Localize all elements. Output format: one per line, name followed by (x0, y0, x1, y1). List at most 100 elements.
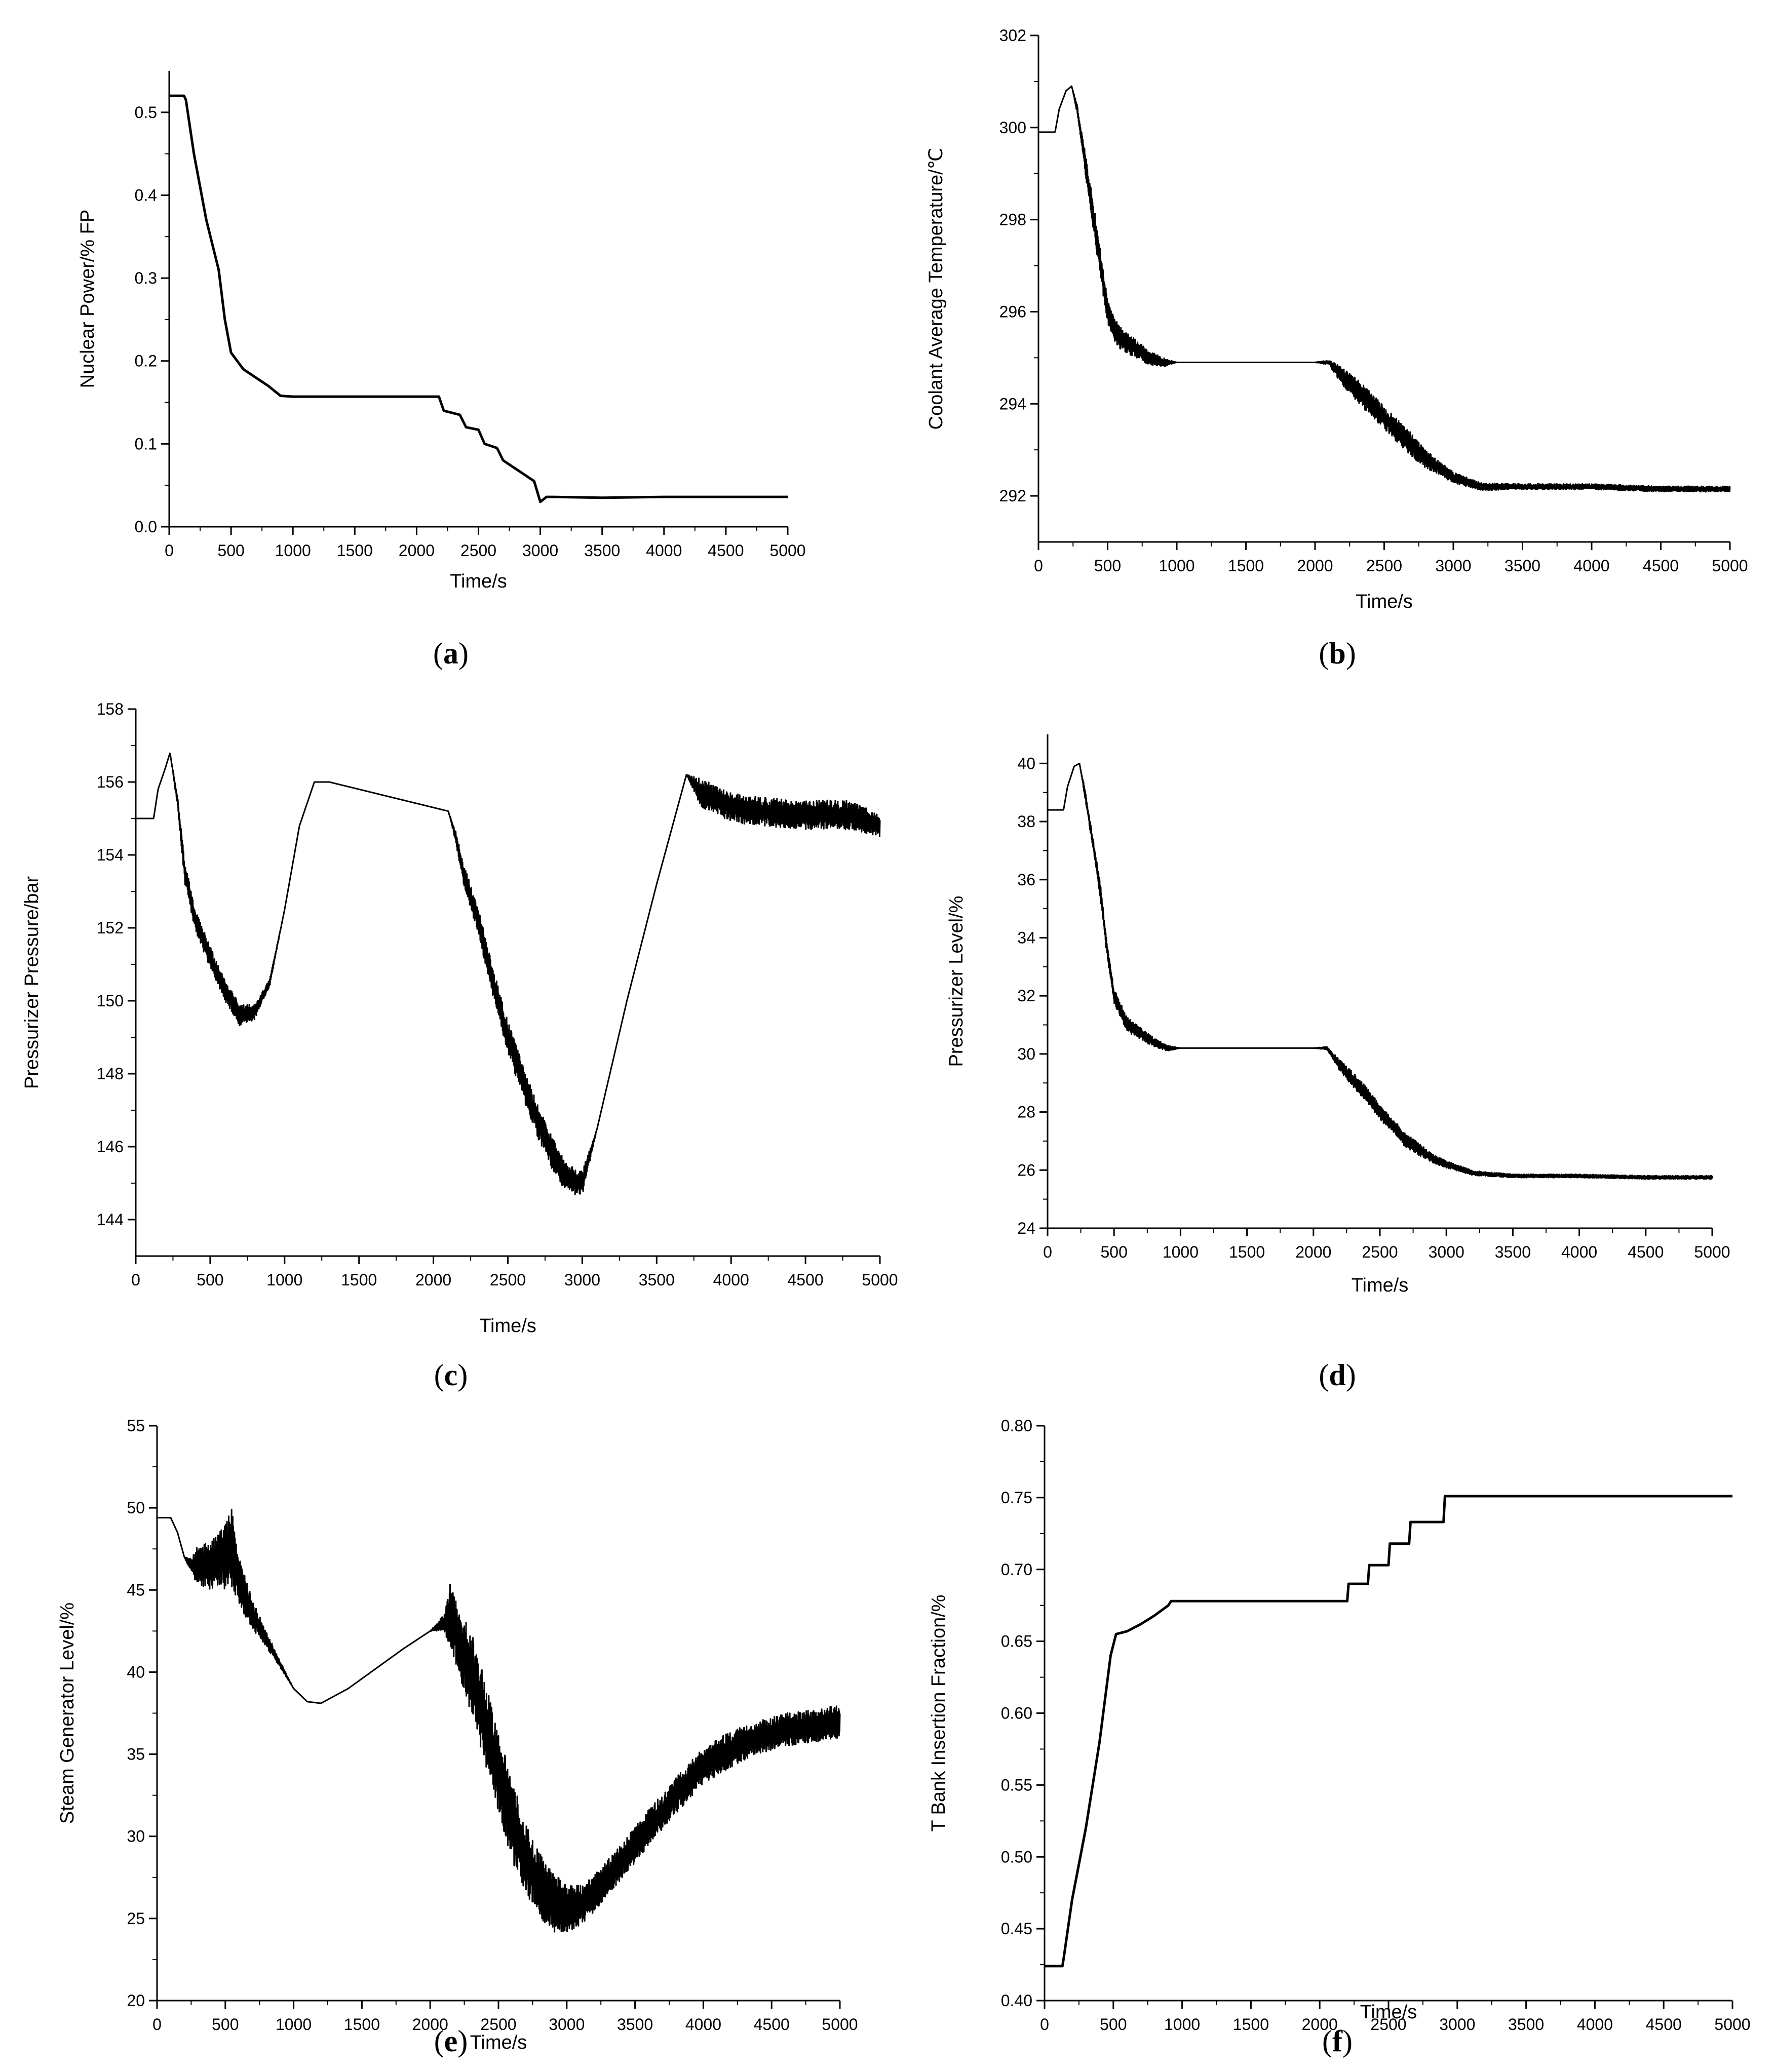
x-tick-label: 4500 (754, 2015, 790, 2034)
panel-f: 0 500 1000 1500 2000 2500 3000 3500 4000 4500 5000… (928, 1417, 1751, 2058)
y-tick-label: 0.55 (1001, 1776, 1032, 1794)
y-tick-label: 35 (127, 1745, 145, 1764)
x-tick-label: 1500 (341, 1271, 377, 1289)
y-tick-label: 0.0 (135, 518, 157, 536)
x-axis-title: Time/s (450, 571, 507, 592)
x-tick-label: 3000 (549, 2015, 585, 2034)
x-tick-label: 2500 (490, 1271, 526, 1289)
y-axis-title: Pressurizer Level/% (946, 896, 967, 1067)
y-tick-label: 50 (127, 1499, 145, 1517)
y-tick-label: 150 (97, 992, 124, 1010)
x-tick-label: 1500 (1228, 557, 1264, 575)
y-tick-label: 34 (1017, 928, 1035, 947)
x-tick-label: 1000 (1164, 2015, 1200, 2034)
y-tick-label: 0.75 (1001, 1489, 1032, 1507)
y-tick-label: 0.45 (1001, 1920, 1032, 1938)
y-tick-label: 0.60 (1001, 1704, 1032, 1723)
x-tick-label: 0 (1040, 2015, 1049, 2034)
y-tick-label: 55 (127, 1417, 145, 1435)
panel-a: 0 500 1000 1500 2000 2500 3000 3500 4000 4500 5000… (77, 71, 806, 670)
x-tick-label: 500 (217, 541, 244, 560)
x-tick-label: 2000 (1297, 557, 1333, 575)
x-tick-label: 5000 (1714, 2015, 1750, 2034)
series-line-steam-generator-level (157, 1508, 841, 1933)
y-tick-label: 40 (1017, 754, 1035, 772)
x-tick-label: 2500 (480, 2015, 516, 2034)
x-tick-label: 4000 (713, 1271, 749, 1289)
x-tick-label: 3000 (1429, 1243, 1464, 1261)
y-tick-label: 144 (97, 1210, 124, 1229)
x-tick-label: 3000 (1435, 557, 1471, 575)
panel-caption: (d) (1319, 1358, 1356, 1392)
y-tick-label: 0.80 (1001, 1417, 1032, 1435)
x-tick-label: 500 (212, 2015, 239, 2034)
x-tick-label: 1500 (1233, 2015, 1269, 2034)
y-axis-title: Coolant Average Temperature/℃ (925, 148, 947, 430)
y-tick-label: 45 (127, 1581, 145, 1599)
x-tick-label: 500 (1100, 2015, 1127, 2034)
x-tick-label: 0 (165, 541, 174, 560)
panel-c: 0 500 1000 1500 2000 2500 3000 3500 4000 4500 5000… (21, 700, 898, 1392)
series-line-pressurizer-pressure (135, 752, 881, 1195)
y-tick-label: 38 (1017, 812, 1035, 831)
y-tick-label: 0.3 (135, 269, 157, 287)
panel-caption: (b) (1319, 637, 1356, 670)
y-tick-label: 0.40 (1001, 1991, 1032, 2010)
x-tick-label: 1000 (1163, 1243, 1199, 1261)
panel-e: 0 500 1000 1500 2000 2500 3000 3500 4000 4500 5000… (57, 1417, 858, 2058)
x-tick-label: 2000 (415, 1271, 451, 1289)
x-tick-label: 1000 (266, 1271, 302, 1289)
y-tick-label: 0.70 (1001, 1560, 1032, 1579)
series-line-coolant-average-temperature (1038, 85, 1731, 493)
x-tick-label: 4500 (1628, 1243, 1664, 1261)
x-tick-label: 4000 (1577, 2015, 1613, 2034)
y-tick-label: 25 (127, 1909, 145, 1928)
x-tick-label: 4500 (1643, 557, 1679, 575)
y-tick-label: 300 (999, 119, 1026, 137)
x-axis-title: Time/s (470, 2032, 527, 2053)
x-tick-label: 4000 (1573, 557, 1609, 575)
y-tick-label: 0.4 (135, 186, 157, 204)
x-tick-label: 3000 (1439, 2015, 1475, 2034)
x-tick-label: 3500 (617, 2015, 653, 2034)
y-tick-label: 294 (999, 395, 1026, 413)
x-tick-label: 2500 (460, 541, 496, 560)
x-tick-label: 1000 (276, 2015, 312, 2034)
x-tick-label: 4000 (685, 2015, 721, 2034)
y-tick-label: 30 (1017, 1045, 1035, 1063)
x-tick-label: 2000 (1302, 2015, 1338, 2034)
y-tick-label: 26 (1017, 1161, 1035, 1179)
x-tick-label: 3000 (564, 1271, 600, 1289)
x-tick-label: 4500 (708, 541, 744, 560)
y-tick-label: 148 (97, 1065, 124, 1083)
x-tick-label: 4000 (646, 541, 682, 560)
x-tick-label: 500 (197, 1271, 223, 1289)
y-tick-label: 0.50 (1001, 1848, 1032, 1866)
x-tick-label: 5000 (1694, 1243, 1730, 1261)
x-tick-label: 5000 (862, 1271, 898, 1289)
series-line-pressurizer-level (1047, 762, 1713, 1180)
y-tick-label: 0.5 (135, 103, 157, 122)
x-tick-label: 2500 (1366, 557, 1402, 575)
y-tick-label: 20 (127, 1991, 145, 2010)
x-tick-label: 3500 (1505, 557, 1540, 575)
x-tick-label: 500 (1101, 1243, 1128, 1261)
y-tick-label: 296 (999, 302, 1026, 321)
y-tick-label: 302 (999, 26, 1026, 45)
x-tick-label: 1500 (337, 541, 373, 560)
x-tick-label: 2000 (399, 541, 435, 560)
panel-caption: (e) (434, 2024, 468, 2058)
y-tick-label: 0.1 (135, 435, 157, 453)
y-tick-label: 156 (97, 773, 124, 791)
series-line-nuclear-power (169, 94, 788, 503)
x-tick-label: 5000 (769, 541, 805, 560)
y-tick-label: 292 (999, 487, 1026, 505)
x-tick-label: 2500 (1362, 1243, 1398, 1261)
y-tick-label: 152 (97, 919, 124, 937)
y-tick-label: 146 (97, 1138, 124, 1156)
x-tick-label: 4000 (1561, 1243, 1597, 1261)
x-tick-label: 1500 (1229, 1243, 1265, 1261)
y-tick-label: 40 (127, 1663, 145, 1681)
y-tick-label: 154 (97, 846, 124, 864)
